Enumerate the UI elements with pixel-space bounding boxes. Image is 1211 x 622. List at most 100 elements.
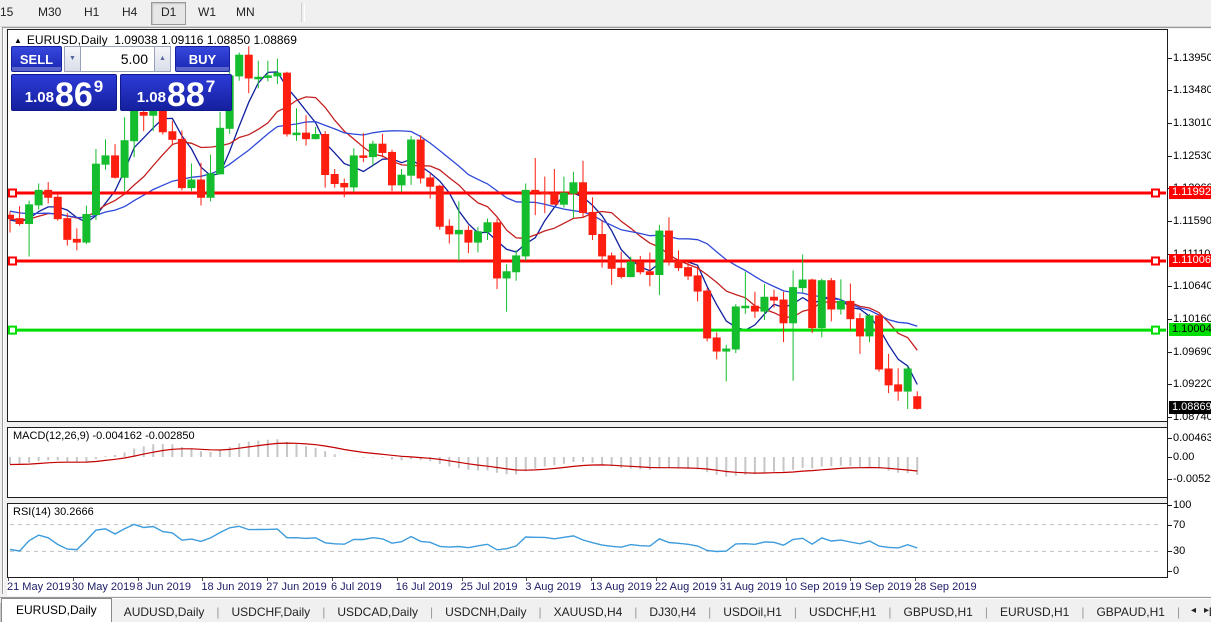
tab-usdcnh-daily[interactable]: USDCNH,Daily: [445, 605, 527, 619]
hline-handle-left[interactable]: [8, 256, 17, 266]
sell-price-button[interactable]: 1.08 86 9: [11, 74, 117, 114]
buy-button[interactable]: BUY: [175, 46, 230, 72]
candle-body: [846, 300, 855, 320]
candle-body: [655, 230, 664, 276]
sell-price-base: 1.08: [24, 89, 54, 106]
candle-body: [445, 225, 454, 235]
hline-handle-left[interactable]: [8, 325, 17, 335]
macd-pane[interactable]: [7, 427, 1167, 498]
hline-handle-left[interactable]: [8, 188, 17, 198]
volume-input[interactable]: 5.00: [81, 46, 154, 72]
hline-handle-right[interactable]: [1151, 256, 1160, 266]
candle-body: [330, 174, 339, 184]
volume-dropdown-icon[interactable]: ▼: [64, 46, 81, 72]
candle-body: [139, 111, 148, 116]
candle-body: [760, 296, 769, 312]
timeframe-button-d1[interactable]: D1: [151, 2, 187, 25]
tab-gbpusd-h1[interactable]: GBPUSD,H1: [903, 605, 973, 619]
price-tick-mark: [1168, 155, 1172, 157]
collapse-triangle-icon[interactable]: ▲: [14, 36, 22, 45]
tab-divider: |: [322, 605, 326, 619]
tab-usdoil-h1[interactable]: USDOil,H1: [723, 605, 782, 619]
date-label: 10 Sep 2019: [784, 581, 847, 593]
date-label: 21 May 2019: [7, 581, 71, 593]
candle-body: [72, 238, 81, 243]
tab-eurusd-daily[interactable]: EURUSD,Daily: [1, 598, 112, 622]
macd-tick-label: -0.005295: [1173, 472, 1211, 485]
price-axis[interactable]: 1.139501.134801.130101.125301.120601.115…: [1167, 29, 1211, 578]
candle-body: [741, 305, 750, 309]
sell-price-sup: 9: [93, 77, 104, 96]
candle-body: [111, 155, 120, 178]
tab-usdcad-daily[interactable]: USDCAD,Daily: [337, 605, 418, 619]
tab-usdchf-daily[interactable]: USDCHF,Daily: [231, 605, 311, 619]
rsi-line: [9, 523, 918, 553]
candle-body: [913, 396, 922, 409]
tab-divider: |: [888, 605, 892, 619]
rsi-tick-mark: [1168, 524, 1172, 526]
timeframe-button-h1[interactable]: H1: [84, 5, 100, 19]
price-tick-label: 1.13480: [1173, 84, 1211, 97]
date-axis[interactable]: 21 May 2019 30 May 2019 8 Jun 2019 18 Jun 2…: [7, 578, 1211, 596]
timeframe-button-15[interactable]: 15: [0, 5, 14, 19]
candlestick-chart[interactable]: [8, 30, 1166, 421]
timeframe-button-mn[interactable]: MN: [236, 5, 255, 19]
hline-price-label: 1.11006: [1169, 254, 1211, 267]
candle-body: [588, 211, 597, 236]
buy-price-sup: 7: [205, 77, 216, 96]
hline-handle-right[interactable]: [1151, 188, 1160, 198]
price-tick-label: 1.11590: [1173, 214, 1211, 227]
candle-body: [664, 230, 673, 262]
tab-divider: |: [538, 605, 542, 619]
price-tick-mark: [1168, 122, 1172, 124]
hline-handle-right[interactable]: [1151, 325, 1160, 335]
sell-price-big: 86: [54, 76, 93, 114]
tab-xauusd-h4[interactable]: XAUUSD,H4: [553, 605, 623, 619]
candle-body: [598, 234, 607, 257]
tab-divider: |: [708, 605, 712, 619]
tab-dj30-h4[interactable]: DJ30,H4: [649, 605, 697, 619]
date-label: 22 Aug 2019: [655, 581, 717, 593]
tab-divider: |: [793, 605, 798, 619]
date-tick-mark: [267, 578, 269, 581]
candle-body: [407, 139, 416, 176]
tab-gbpaud-h1[interactable]: GBPAUD,H1: [1096, 605, 1165, 619]
price-tick-label: 1.10160: [1173, 313, 1211, 326]
macd-signal-line: [9, 442, 918, 474]
tab-usdchf-h1[interactable]: USDCHF,H1: [809, 605, 877, 619]
candle-body: [426, 177, 435, 187]
tab-audusd-daily[interactable]: AUDUSD,Daily: [123, 605, 205, 619]
buy-price-button[interactable]: 1.08 88 7: [120, 74, 232, 112]
tab-scroll-right-icon[interactable]: ▸: [1203, 605, 1209, 616]
tab-eurusd-h1[interactable]: EURUSD,H1: [999, 605, 1070, 619]
date-label: 31 Aug 2019: [719, 581, 782, 593]
rsi-tick-mark: [1168, 551, 1172, 553]
date-label: 19 Sep 2019: [849, 581, 912, 593]
timeframe-button-w1[interactable]: W1: [198, 5, 216, 19]
candle-body: [120, 140, 129, 178]
tab-scroll-left-icon[interactable]: ◂: [1190, 605, 1196, 616]
price-tick-mark: [1168, 286, 1172, 288]
date-tick-mark: [332, 578, 333, 581]
candle-body: [340, 182, 349, 188]
date-label: 30 May 2019: [71, 581, 136, 593]
candle-body: [579, 182, 587, 213]
candle-body: [368, 143, 377, 158]
candle-body: [292, 132, 301, 136]
date-tick-mark: [526, 578, 528, 581]
date-label: 27 Jun 2019: [266, 581, 327, 593]
price-tick-mark: [1168, 351, 1172, 353]
timeframe-button-h4[interactable]: H4: [122, 5, 138, 19]
candle-body: [454, 229, 463, 235]
ma-line-5: [9, 71, 918, 385]
hline-price-label: 1.11992: [1169, 186, 1211, 199]
candle-body: [722, 348, 731, 352]
candle-body: [464, 229, 473, 243]
macd-chart: [9, 439, 919, 477]
candle-body: [750, 305, 759, 312]
volume-increase-icon[interactable]: ▲: [154, 46, 171, 72]
sell-button[interactable]: SELL: [11, 46, 62, 72]
date-label: 25 Jul 2019: [460, 581, 518, 593]
timeframe-button-m30[interactable]: M30: [38, 5, 62, 19]
